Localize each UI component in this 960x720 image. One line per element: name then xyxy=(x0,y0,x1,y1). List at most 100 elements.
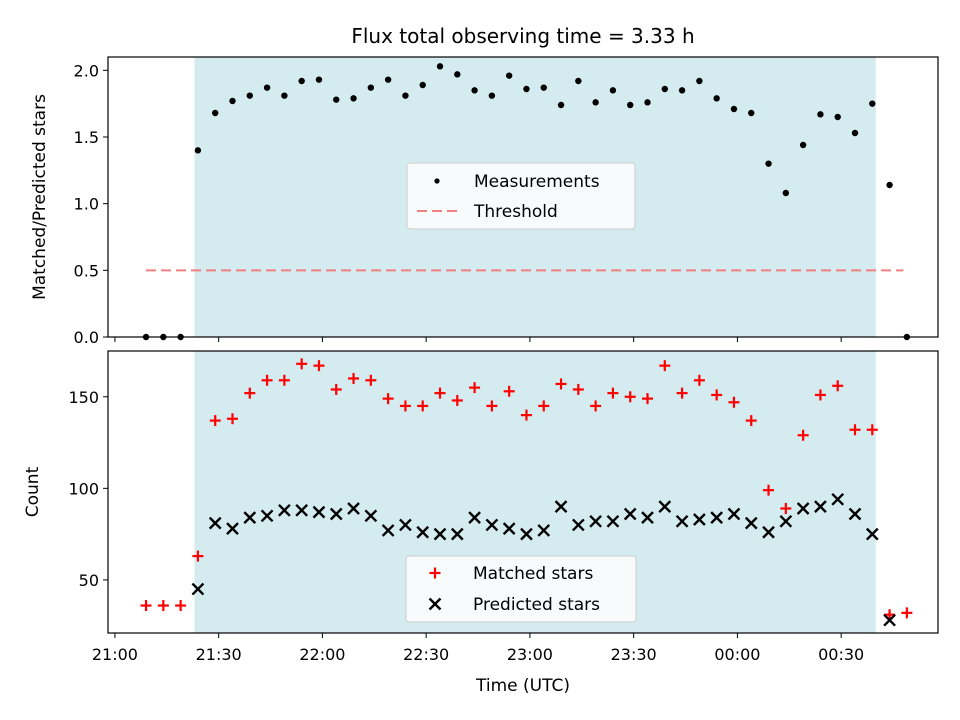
predicted-star-point xyxy=(883,613,896,627)
measurement-point xyxy=(263,84,271,91)
cross-b xyxy=(848,507,862,521)
x-tick-label: 22:00 xyxy=(299,645,345,664)
legend: Measurements Threshold xyxy=(406,162,636,230)
legend: Matched stars Predicted stars xyxy=(405,555,637,623)
star-count-panel: 50 100 150 21:00 21:30 22:00 22:30 23:00 23:30 0… xyxy=(23,350,939,696)
measurement-point xyxy=(661,85,668,93)
predicted-star-point xyxy=(675,514,689,528)
x-tick-label: 22:30 xyxy=(403,645,449,664)
measurement-point xyxy=(540,84,547,91)
legend-cross-glyph xyxy=(428,597,442,611)
x-tick-label: 21:30 xyxy=(196,645,242,664)
predicted-star-point xyxy=(710,511,724,524)
predicted-star-point xyxy=(623,507,637,521)
measurement-point xyxy=(298,77,305,85)
cross-b xyxy=(520,527,533,541)
matched-star-point xyxy=(676,387,688,399)
predicted-star-point xyxy=(485,518,499,532)
cross-b xyxy=(450,527,464,541)
legend-label-threshold: Threshold xyxy=(473,202,558,222)
predicted-star-point xyxy=(295,503,309,517)
cross-b xyxy=(883,613,896,627)
predicted-star-point xyxy=(571,518,585,532)
x-tick-label: 21:00 xyxy=(92,645,138,664)
matched-star-point xyxy=(261,374,273,386)
cross-b xyxy=(831,492,845,506)
measurement-point xyxy=(367,84,375,91)
y-tick-label: 1.0 xyxy=(74,195,99,214)
measurement-point xyxy=(627,101,634,109)
matched-star-point xyxy=(451,394,463,406)
predicted-star-point xyxy=(865,527,879,541)
matched-star-point xyxy=(399,400,411,412)
predicted-star-point xyxy=(693,513,706,526)
matched-star-point xyxy=(849,424,861,436)
matched-star-point xyxy=(434,387,446,399)
matched-star-point xyxy=(659,360,671,372)
measurement-point xyxy=(730,105,738,113)
matched-star-point xyxy=(590,400,602,412)
measurement-point xyxy=(557,101,565,109)
cross-b xyxy=(814,500,827,513)
measurement-point xyxy=(315,76,323,83)
measurement-point xyxy=(419,81,426,89)
x-axis-ticks: 21:00 21:30 22:00 22:30 23:00 23:30 00:00 00:30 xyxy=(92,633,864,664)
measurement-point xyxy=(644,99,651,106)
cross-b xyxy=(623,507,637,521)
matched-star-point xyxy=(884,609,896,621)
measurement-point xyxy=(454,71,461,78)
matched-star-point xyxy=(832,380,844,392)
legend-marker-cross xyxy=(428,597,442,611)
matched-star-point xyxy=(520,409,532,421)
measurement-point xyxy=(834,113,841,121)
x-axis-ticks xyxy=(114,337,842,342)
predicted-star-point xyxy=(278,503,291,517)
measurement-point xyxy=(886,181,893,189)
predicted-star-point xyxy=(589,514,602,528)
measurement-point xyxy=(678,87,686,94)
matched-star-point xyxy=(313,360,325,372)
measurement-point xyxy=(194,147,202,154)
cross-b xyxy=(796,502,810,515)
legend-marker-plus xyxy=(429,567,441,579)
matched-star-point xyxy=(745,415,757,427)
measurement-point xyxy=(384,76,392,83)
measurement-point xyxy=(212,109,219,117)
cross-b xyxy=(312,505,326,519)
cross-b xyxy=(416,525,430,539)
cross-b xyxy=(641,511,654,524)
measurement-point xyxy=(765,160,772,167)
matched-star-point xyxy=(227,413,238,425)
predicted-star-point xyxy=(260,509,274,523)
cross-b xyxy=(399,518,412,532)
measurement-point xyxy=(523,85,530,93)
predicted-star-point xyxy=(399,518,412,532)
predicted-star-point xyxy=(191,582,205,596)
y-axis-ticks: 50 100 150 xyxy=(68,388,108,590)
plot-frame xyxy=(107,350,939,634)
cross-b xyxy=(693,513,706,526)
matched-star-point xyxy=(693,374,705,386)
measurement-point xyxy=(471,87,478,94)
measurement-point xyxy=(575,77,582,85)
cross-b xyxy=(675,514,689,528)
predicted-star-point xyxy=(468,511,481,524)
matched-star-point xyxy=(607,387,619,399)
measurement-point xyxy=(229,97,236,105)
legend-box xyxy=(406,162,636,230)
matched-star-point xyxy=(901,607,913,619)
x-tick-label: 23:00 xyxy=(507,645,553,664)
legend-marker-dot xyxy=(434,178,440,184)
matched-star-point xyxy=(572,383,584,395)
matched-star-point xyxy=(469,382,481,394)
predicted-star-point xyxy=(744,516,758,530)
matched-star-point xyxy=(382,393,394,405)
matched-star-point xyxy=(486,400,498,412)
predicted-star-point xyxy=(433,527,447,541)
matched-star-point xyxy=(642,393,653,405)
predicted-star-point xyxy=(814,500,827,513)
flux-ratio-panel: 0.0 0.5 1.0 1.5 2.0 Flux total observing tim… xyxy=(30,24,939,347)
cross-b xyxy=(191,582,205,596)
cross-b xyxy=(710,511,724,524)
